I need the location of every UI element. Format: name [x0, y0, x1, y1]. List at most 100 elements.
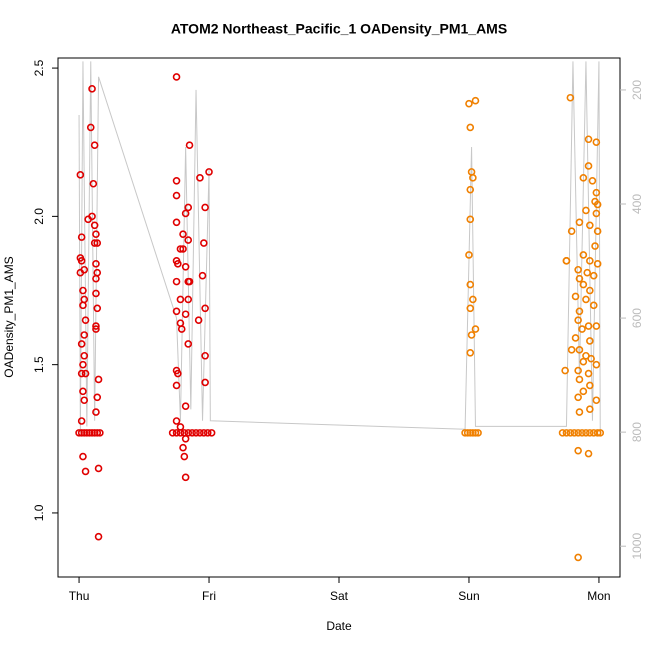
x-tick-label: Sun: [458, 589, 479, 603]
y-axis-label: OADensity_PM1_AMS: [2, 256, 16, 377]
point: [471, 429, 480, 437]
point: [575, 375, 584, 384]
point: [181, 473, 190, 482]
point: [575, 274, 584, 283]
point: [75, 429, 83, 437]
point: [463, 429, 472, 437]
point: [77, 340, 86, 348]
point: [184, 295, 193, 304]
point: [579, 174, 588, 182]
point: [589, 271, 598, 280]
point: [94, 375, 103, 384]
point: [571, 292, 580, 301]
point: [92, 260, 100, 268]
point: [172, 417, 181, 425]
point: [180, 452, 189, 461]
point: [196, 174, 204, 182]
point: [466, 185, 475, 194]
point: [562, 429, 571, 437]
point: [582, 295, 590, 304]
y-tick-label: 2.0: [32, 208, 46, 225]
point: [582, 429, 590, 437]
point: [90, 429, 99, 437]
point: [88, 429, 96, 437]
point: [587, 354, 595, 363]
point: [77, 369, 86, 378]
point: [80, 331, 89, 339]
point: [93, 393, 102, 402]
plot-area: [75, 61, 605, 562]
point: [184, 429, 193, 437]
point: [584, 135, 593, 144]
point: [94, 464, 103, 473]
point: [181, 434, 190, 443]
point: [93, 429, 102, 437]
x-tick-label: Mon: [587, 589, 610, 603]
y-tick-label: 2.5: [32, 59, 46, 76]
point: [203, 429, 212, 437]
point: [596, 429, 605, 437]
y2-tick-label: 200: [630, 80, 644, 100]
point: [90, 239, 99, 247]
point: [586, 257, 594, 265]
point: [586, 429, 594, 437]
point: [185, 141, 194, 149]
point: [188, 429, 196, 437]
point: [179, 443, 187, 452]
point: [201, 378, 209, 387]
point: [185, 277, 194, 286]
point: [584, 322, 593, 330]
point: [93, 239, 102, 247]
point: [593, 260, 602, 268]
point: [465, 251, 473, 259]
point: [467, 331, 476, 339]
point: [93, 304, 102, 313]
point: [575, 408, 584, 416]
point: [574, 446, 582, 455]
point: [466, 123, 475, 132]
point: [466, 215, 475, 224]
point: [207, 429, 216, 437]
point: [181, 262, 190, 271]
point: [184, 203, 193, 212]
point: [77, 417, 86, 425]
point: [561, 366, 569, 375]
point: [83, 429, 91, 437]
point: [92, 289, 100, 298]
point: [200, 429, 208, 437]
point: [81, 316, 90, 324]
point: [574, 393, 582, 402]
point: [172, 381, 181, 390]
point: [469, 429, 477, 437]
point: [184, 236, 193, 244]
point: [174, 260, 182, 268]
point: [172, 191, 181, 200]
point: [92, 325, 100, 333]
point: [469, 295, 477, 304]
point: [176, 245, 185, 253]
x-tick-label: Thu: [69, 589, 90, 603]
point: [172, 277, 181, 286]
point: [586, 405, 594, 413]
point: [575, 307, 584, 316]
point: [179, 230, 187, 238]
point: [96, 429, 104, 437]
point: [201, 351, 209, 360]
point: [172, 429, 181, 437]
point: [172, 307, 181, 316]
point: [90, 221, 99, 230]
point: [176, 295, 185, 304]
point: [562, 257, 571, 265]
point: [592, 396, 601, 405]
point: [574, 366, 582, 375]
point: [79, 301, 87, 310]
chart-title: ATOM2 Northeast_Pacific_1 OADensity_PM1_…: [171, 21, 507, 37]
point: [79, 452, 87, 461]
point: [168, 429, 177, 437]
point: [81, 369, 90, 378]
point: [592, 322, 601, 330]
point: [582, 206, 590, 215]
point: [181, 209, 190, 218]
point: [201, 304, 209, 313]
point: [90, 141, 99, 149]
